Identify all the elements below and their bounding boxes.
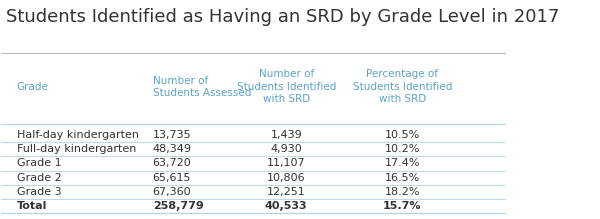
Text: 13,735: 13,735: [152, 130, 191, 140]
Text: Half-day kindergarten: Half-day kindergarten: [17, 130, 139, 140]
Text: Grade: Grade: [17, 82, 49, 92]
Text: 48,349: 48,349: [152, 144, 191, 154]
Text: 12,251: 12,251: [267, 187, 305, 197]
Text: Grade 1: Grade 1: [17, 159, 61, 168]
Text: Total: Total: [17, 201, 47, 211]
Text: 63,720: 63,720: [152, 159, 191, 168]
Text: 16.5%: 16.5%: [385, 173, 420, 183]
Text: 17.4%: 17.4%: [385, 159, 420, 168]
Text: 1,439: 1,439: [271, 130, 302, 140]
Text: 10,806: 10,806: [267, 173, 305, 183]
Text: 65,615: 65,615: [152, 173, 191, 183]
Text: Students Identified as Having an SRD by Grade Level in 2017: Students Identified as Having an SRD by …: [7, 8, 560, 26]
Text: Grade 3: Grade 3: [17, 187, 61, 197]
Text: Percentage of
Students Identified
with SRD: Percentage of Students Identified with S…: [353, 69, 452, 104]
Text: Number of
Students Identified
with SRD: Number of Students Identified with SRD: [236, 69, 336, 104]
Text: 18.2%: 18.2%: [385, 187, 420, 197]
Text: 4,930: 4,930: [271, 144, 302, 154]
Text: 40,533: 40,533: [265, 201, 308, 211]
Text: Full-day kindergarten: Full-day kindergarten: [17, 144, 136, 154]
Text: 11,107: 11,107: [267, 159, 305, 168]
Text: Number of
Students Assessed: Number of Students Assessed: [152, 76, 251, 98]
Text: 258,779: 258,779: [152, 201, 203, 211]
Text: 10.2%: 10.2%: [385, 144, 420, 154]
Text: 10.5%: 10.5%: [385, 130, 420, 140]
Text: Grade 2: Grade 2: [17, 173, 61, 183]
Text: 67,360: 67,360: [152, 187, 191, 197]
Text: 15.7%: 15.7%: [383, 201, 421, 211]
